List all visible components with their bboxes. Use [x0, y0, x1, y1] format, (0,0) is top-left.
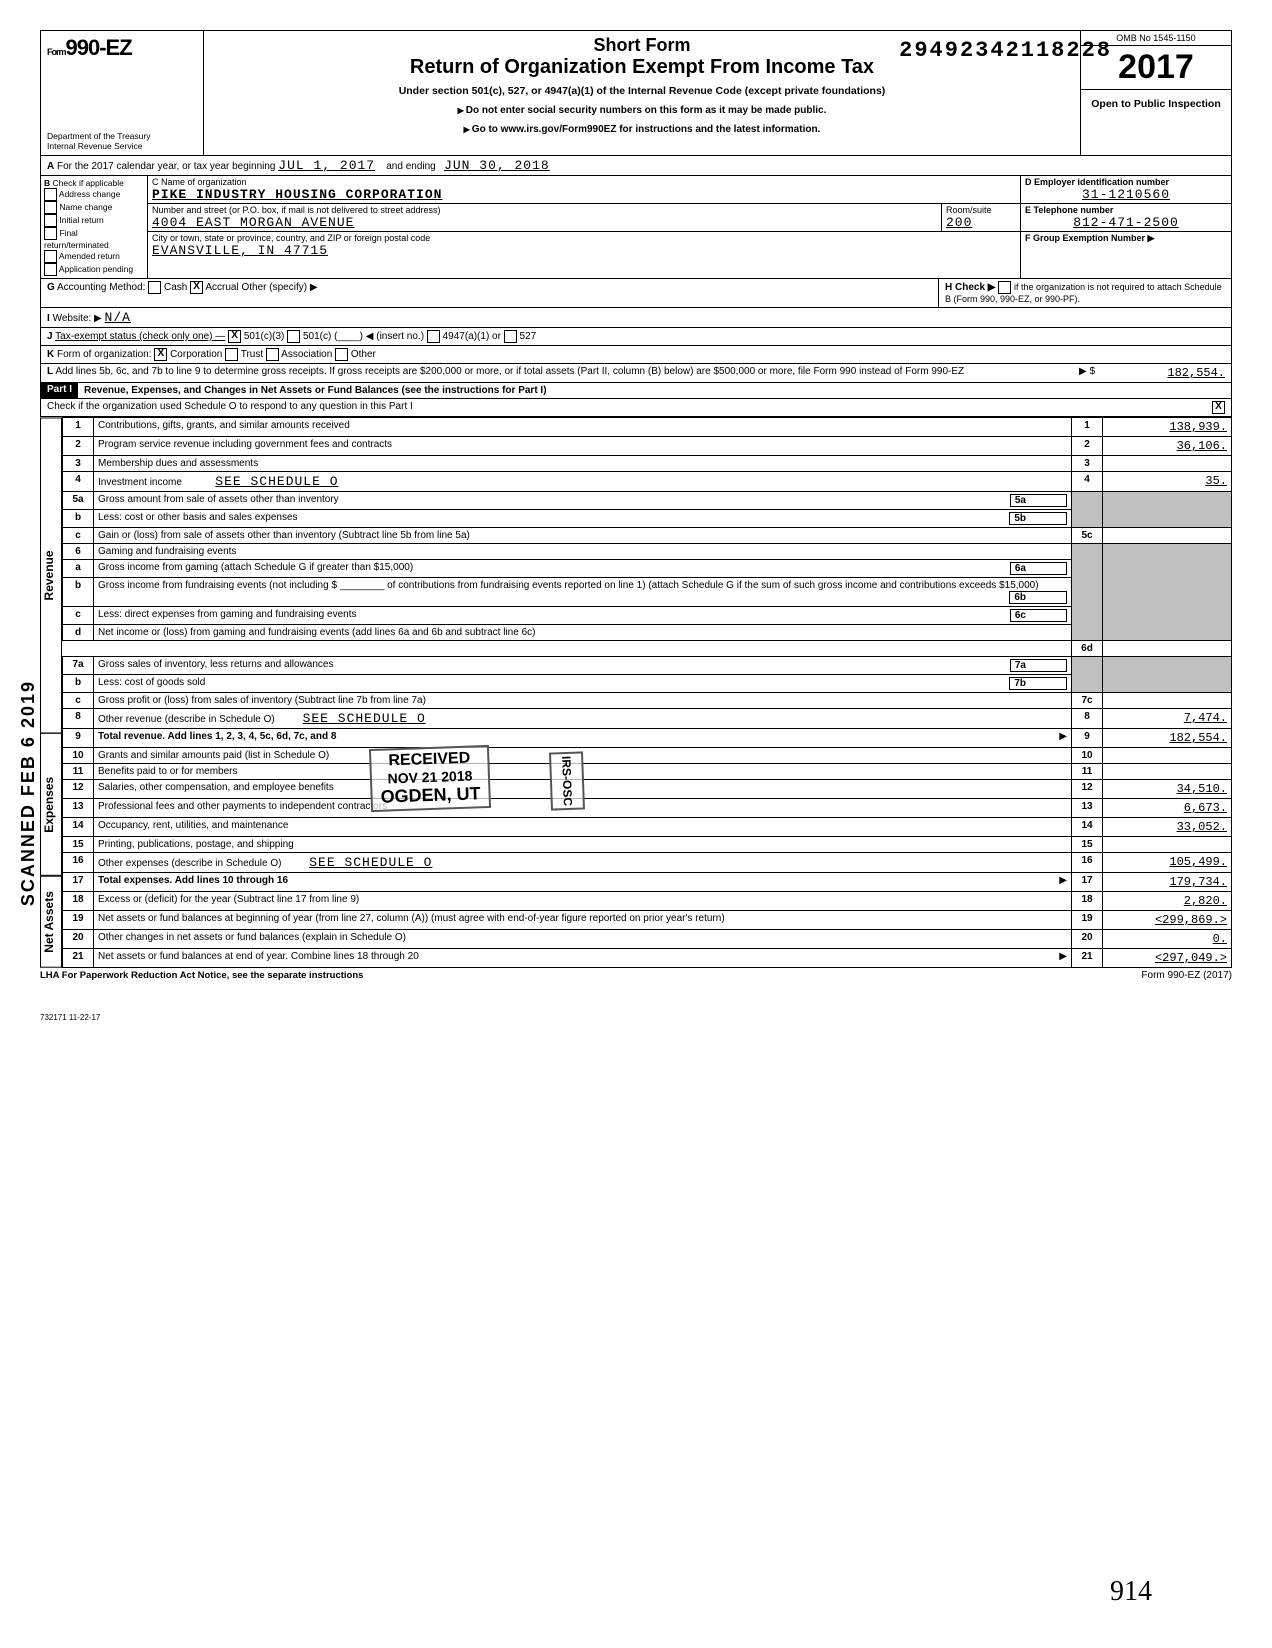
val-1: 138,939.: [1103, 418, 1232, 437]
val-21: <297,049.>: [1103, 949, 1232, 968]
warn-link: Go to www.irs.gov/Form990EZ for instruct…: [214, 124, 1070, 135]
chk-app-pending[interactable]: [44, 263, 57, 276]
chk-final-return[interactable]: [44, 227, 57, 240]
val-12: 34,510.: [1103, 780, 1232, 799]
stamp-scanned: SCANNED FEB 6 2019: [18, 680, 39, 906]
chk-sched-o-part1[interactable]: X: [1212, 401, 1225, 414]
form-number: 990-EZ: [66, 35, 132, 60]
irs-label: Internal Revenue Service: [47, 141, 150, 151]
c-name-label: C Name of organization: [152, 177, 1016, 187]
h-label: H Check ▶: [945, 282, 995, 293]
val-13: 6,673.: [1103, 799, 1232, 818]
note-16: SEE SCHEDULE O: [309, 855, 432, 870]
footer-lha: LHA For Paperwork Reduction Act Notice, …: [40, 970, 363, 981]
section-b: B Check if applicable Address change Nam…: [41, 176, 148, 278]
ein: 31-1210560: [1025, 187, 1227, 202]
val-19: <299,869.>: [1103, 911, 1232, 930]
line-a: A For the 2017 calendar year, or tax yea…: [40, 156, 1232, 176]
part1-title: Revenue, Expenses, and Changes in Net As…: [78, 383, 1231, 398]
part1-check-text: Check if the organization used Schedule …: [47, 401, 1212, 414]
footer-form: Form 990-EZ (2017): [1141, 970, 1232, 981]
section-def: D Employer identification number 31-1210…: [1020, 176, 1231, 278]
chk-527[interactable]: [504, 330, 517, 343]
footer-code: 732171 11-22-17: [40, 1013, 1232, 1022]
phone: 812-471-2500: [1025, 215, 1227, 230]
side-netassets: Net Assets: [40, 876, 62, 968]
chk-trust[interactable]: [225, 348, 238, 361]
val-2: 36,106.: [1103, 437, 1232, 456]
chk-name-change[interactable]: [44, 201, 57, 214]
chk-501c[interactable]: [287, 330, 300, 343]
dept-treasury: Department of the Treasury: [47, 131, 150, 141]
line-a-label: For the 2017 calendar year, or tax year …: [57, 161, 275, 172]
g-label: Accounting Method:: [57, 282, 145, 293]
val-4: 35.: [1103, 472, 1232, 492]
val-18: 2,820.: [1103, 892, 1232, 911]
open-to-public: Open to Public Inspection: [1081, 90, 1231, 118]
val-20: 0.: [1103, 930, 1232, 949]
entity-block: B Check if applicable Address change Nam…: [40, 176, 1232, 279]
org-address: 4004 EAST MORGAN AVENUE: [152, 215, 937, 230]
form-prefix: Form: [47, 47, 66, 57]
j-label: Tax-exempt status (check only one) —: [55, 331, 225, 342]
header-left: Form990-EZ Department of the Treasury In…: [41, 31, 204, 155]
l-text: Add lines 5b, 6c, and 7b to line 9 to de…: [55, 366, 964, 377]
side-expenses: Expenses: [40, 733, 62, 876]
chk-501c3[interactable]: X: [228, 330, 241, 343]
i-label: Website: ▶: [53, 313, 102, 324]
f-label: F Group Exemption Number ▶: [1025, 233, 1227, 244]
website: N/A: [105, 310, 131, 325]
org-city: EVANSVILLE, IN 47715: [152, 243, 1016, 258]
chk-corp[interactable]: X: [154, 348, 167, 361]
val-8: 7,474.: [1103, 709, 1232, 729]
stamp-received: RECEIVED NOV 21 2018 OGDEN, UT: [369, 745, 491, 812]
period-end: JUN 30, 2018: [444, 158, 550, 173]
part1-table: 1Contributions, gifts, grants, and simil…: [62, 417, 1232, 968]
city-label: City or town, state or province, country…: [152, 233, 1016, 243]
chk-sched-b[interactable]: [998, 281, 1011, 294]
val-17: 179,734.: [1103, 873, 1232, 892]
e-label: E Telephone number: [1025, 205, 1227, 215]
val-3: [1103, 456, 1232, 472]
k-label: Form of organization:: [57, 349, 152, 360]
chk-address-change[interactable]: [44, 188, 57, 201]
chk-4947[interactable]: [427, 330, 440, 343]
document-locator-number: 29492342118228: [899, 38, 1112, 63]
d-label: D Employer identification number: [1025, 177, 1227, 187]
l-arrow: ▶ $: [1035, 366, 1095, 380]
side-revenue: Revenue: [40, 417, 62, 733]
chk-assoc[interactable]: [266, 348, 279, 361]
gross-receipts: 182,554.: [1095, 366, 1225, 380]
warn-ssn: Do not enter social security numbers on …: [214, 105, 1070, 116]
part1-label: Part I: [41, 383, 78, 398]
room-suite: 200: [946, 215, 1016, 230]
val-14: 33,052.: [1103, 818, 1232, 837]
b-label: Check if applicable: [53, 178, 124, 188]
stamp-irs-osc: IRS-OSC: [549, 751, 585, 810]
subtitle: Under section 501(c), 527, or 4947(a)(1)…: [214, 85, 1070, 97]
section-h: H Check ▶ if the organization is not req…: [939, 279, 1231, 307]
val-9: 182,554.: [1103, 729, 1232, 748]
chk-amended[interactable]: [44, 250, 57, 263]
period-begin: JUL 1, 2017: [278, 158, 375, 173]
addr-label: Number and street (or P.O. box, if mail …: [152, 205, 937, 215]
section-c: C Name of organization PIKE INDUSTRY HOU…: [148, 176, 1020, 278]
chk-accrual[interactable]: X: [190, 281, 203, 294]
chk-initial-return[interactable]: [44, 214, 57, 227]
val-16: 105,499.: [1103, 853, 1232, 873]
chk-cash[interactable]: [148, 281, 161, 294]
room-label: Room/suite: [946, 205, 1016, 215]
note-8: SEE SCHEDULE O: [303, 711, 426, 726]
chk-other-org[interactable]: [335, 348, 348, 361]
handwritten-initials: 914: [1110, 1576, 1152, 1608]
and-ending: and ending: [386, 161, 436, 172]
org-name: PIKE INDUSTRY HOUSING CORPORATION: [152, 187, 1016, 202]
note-4: SEE SCHEDULE O: [215, 474, 338, 489]
